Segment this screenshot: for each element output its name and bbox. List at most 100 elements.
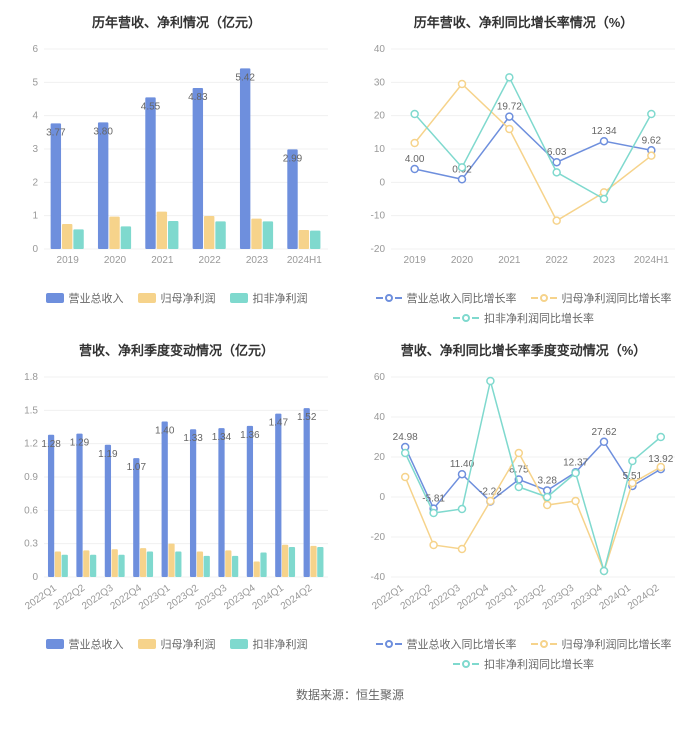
svg-text:1.28: 1.28 bbox=[41, 439, 61, 450]
svg-text:60: 60 bbox=[374, 372, 386, 383]
svg-text:-20: -20 bbox=[371, 532, 386, 543]
legend-item: 扣非净利润同比增长率 bbox=[453, 310, 594, 326]
svg-text:20: 20 bbox=[374, 111, 386, 122]
svg-text:27.62: 27.62 bbox=[591, 427, 616, 438]
svg-text:0: 0 bbox=[32, 572, 38, 583]
legend-item: 营业总收入同比增长率 bbox=[376, 636, 517, 652]
svg-text:1.19: 1.19 bbox=[98, 449, 118, 460]
quarterly-bar-panel: 营收、净利季度变动情况（亿元） 0 0.3 0.6 0.9 1.2 1.5 1.8 1.28 1… bbox=[8, 336, 345, 672]
legend-label: 营业总收入同比增长率 bbox=[407, 290, 517, 306]
svg-text:2022: 2022 bbox=[546, 255, 569, 266]
legend-label: 归母净利润同比增长率 bbox=[562, 290, 672, 306]
svg-text:1.40: 1.40 bbox=[155, 425, 175, 436]
svg-text:2024H1: 2024H1 bbox=[287, 255, 322, 266]
svg-text:4.55: 4.55 bbox=[141, 101, 161, 112]
svg-text:1.07: 1.07 bbox=[127, 462, 147, 473]
svg-text:3.28: 3.28 bbox=[537, 475, 557, 486]
legend-item: 营业总收入 bbox=[46, 290, 124, 306]
svg-text:1.5: 1.5 bbox=[24, 405, 38, 416]
legend-label: 归母净利润 bbox=[161, 636, 216, 652]
svg-text:4.83: 4.83 bbox=[188, 92, 208, 103]
legend-label: 扣非净利润 bbox=[253, 636, 308, 652]
data-source-label: 数据来源：恒生聚源 bbox=[0, 686, 700, 703]
svg-text:2019: 2019 bbox=[404, 255, 427, 266]
legend-swatch bbox=[138, 639, 156, 649]
svg-text:1.52: 1.52 bbox=[297, 412, 317, 423]
legend-label: 归母净利润同比增长率 bbox=[562, 636, 672, 652]
annual-line-chart: -20-100102030404.000.9219.726.0312.349.6… bbox=[355, 39, 692, 284]
legend-swatch bbox=[46, 293, 64, 303]
svg-text:10: 10 bbox=[374, 144, 386, 155]
svg-text:3.77: 3.77 bbox=[46, 127, 66, 138]
svg-text:1.47: 1.47 bbox=[269, 418, 289, 429]
svg-text:40: 40 bbox=[374, 44, 386, 55]
chart-title: 历年营收、净利同比增长率情况（%） bbox=[355, 12, 692, 31]
svg-text:2020: 2020 bbox=[104, 255, 127, 266]
legend-item: 扣非净利润 bbox=[230, 636, 308, 652]
quarterly-line-chart: -40-20020406024.98-5.8111.40-2.228.753.2… bbox=[355, 367, 692, 630]
svg-text:2024Q2: 2024Q2 bbox=[626, 583, 662, 613]
svg-text:1.8: 1.8 bbox=[24, 372, 38, 383]
legend-item: 营业总收入同比增长率 bbox=[376, 290, 517, 306]
svg-text:4: 4 bbox=[32, 111, 38, 122]
legend-label: 营业总收入 bbox=[69, 290, 124, 306]
svg-text:2019: 2019 bbox=[57, 255, 80, 266]
svg-text:40: 40 bbox=[374, 412, 386, 423]
svg-text:2.99: 2.99 bbox=[283, 153, 303, 164]
svg-text:3.80: 3.80 bbox=[93, 126, 113, 137]
legend-swatch bbox=[230, 639, 248, 649]
svg-text:1.36: 1.36 bbox=[240, 430, 260, 441]
svg-text:20: 20 bbox=[374, 452, 386, 463]
legend-swatch bbox=[376, 640, 402, 648]
legend-item: 营业总收入 bbox=[46, 636, 124, 652]
svg-text:12.34: 12.34 bbox=[591, 126, 616, 137]
chart-title: 营收、净利同比增长率季度变动情况（%） bbox=[355, 340, 692, 359]
legend: 营业总收入同比增长率 归母净利润同比增长率扣非净利润同比增长率 bbox=[355, 636, 692, 672]
svg-text:4.00: 4.00 bbox=[405, 154, 425, 165]
chart-title: 营收、净利季度变动情况（亿元） bbox=[8, 340, 345, 359]
legend-swatch bbox=[453, 314, 479, 322]
legend: 营业总收入 归母净利润扣非净利润 bbox=[8, 290, 345, 306]
svg-text:0: 0 bbox=[379, 492, 385, 503]
legend-swatch bbox=[531, 640, 557, 648]
svg-text:0.3: 0.3 bbox=[24, 539, 38, 550]
annual-bar-panel: 历年营收、净利情况（亿元） 01234563.773.804.554.835.4… bbox=[8, 8, 345, 326]
svg-text:6.03: 6.03 bbox=[547, 147, 567, 158]
quarterly-bar-chart: 0 0.3 0.6 0.9 1.2 1.5 1.8 1.28 1.29 1.19 1.07 1.40 1… bbox=[8, 367, 345, 630]
legend-swatch bbox=[230, 293, 248, 303]
legend-item: 归母净利润同比增长率 bbox=[531, 290, 672, 306]
legend-swatch bbox=[453, 660, 479, 668]
legend-item: 归母净利润同比增长率 bbox=[531, 636, 672, 652]
svg-text:24.98: 24.98 bbox=[393, 432, 418, 443]
svg-text:0.9: 0.9 bbox=[24, 472, 38, 483]
svg-text:-10: -10 bbox=[371, 211, 386, 222]
svg-text:0.6: 0.6 bbox=[24, 505, 38, 516]
annual-bar-chart: 01234563.773.804.554.835.422.99201920202… bbox=[8, 39, 345, 284]
annual-line-panel: 历年营收、净利同比增长率情况（%） -20-100102030404.000.9… bbox=[355, 8, 692, 326]
legend-label: 归母净利润 bbox=[161, 290, 216, 306]
svg-text:2021: 2021 bbox=[498, 255, 521, 266]
legend-swatch bbox=[376, 294, 402, 302]
svg-text:2024H1: 2024H1 bbox=[634, 255, 669, 266]
svg-text:1.29: 1.29 bbox=[70, 438, 90, 449]
legend: 营业总收入 归母净利润 扣非净利润 bbox=[8, 636, 345, 652]
svg-text:2022: 2022 bbox=[199, 255, 222, 266]
svg-text:1: 1 bbox=[32, 211, 38, 222]
legend-item: 扣非净利润同比增长率 bbox=[453, 656, 594, 672]
svg-text:-20: -20 bbox=[371, 244, 386, 255]
legend-item: 扣非净利润 bbox=[230, 290, 308, 306]
legend-swatch bbox=[138, 293, 156, 303]
svg-text:2020: 2020 bbox=[451, 255, 474, 266]
svg-text:30: 30 bbox=[374, 77, 386, 88]
svg-text:5.42: 5.42 bbox=[235, 72, 255, 83]
svg-text:1.33: 1.33 bbox=[183, 433, 203, 444]
legend-swatch bbox=[531, 294, 557, 302]
svg-text:6: 6 bbox=[32, 44, 38, 55]
svg-text:19.72: 19.72 bbox=[497, 102, 522, 113]
svg-text:1.2: 1.2 bbox=[24, 439, 38, 450]
svg-text:9.62: 9.62 bbox=[642, 135, 662, 146]
svg-text:2: 2 bbox=[32, 177, 38, 188]
svg-text:0: 0 bbox=[32, 244, 38, 255]
quarterly-line-panel: 营收、净利同比增长率季度变动情况（%） -40-20020406024.98-5… bbox=[355, 336, 692, 672]
legend-label: 营业总收入 bbox=[69, 636, 124, 652]
